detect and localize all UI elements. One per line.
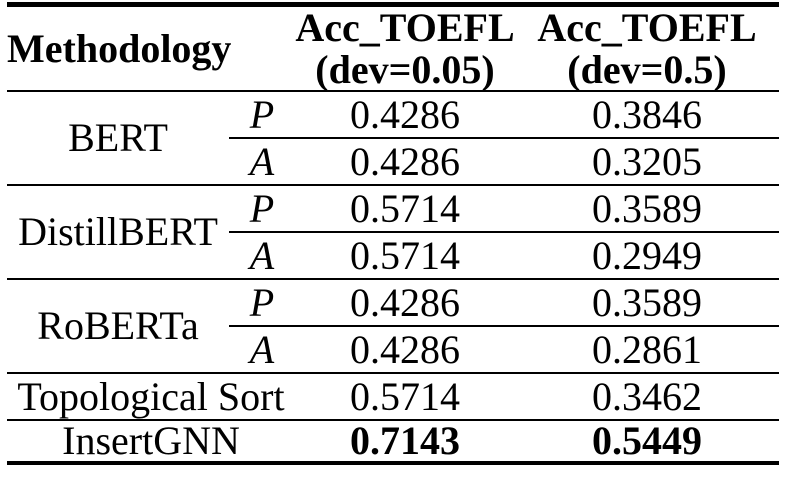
- header-acc-toefl-dev005: Acc_TOEFL (dev=0.05): [295, 4, 515, 93]
- header-acc-toefl-dev005-line1: Acc_TOEFL: [295, 5, 515, 50]
- table-row-roberta-a: A 0.4286 0.2861: [7, 326, 779, 375]
- value-distillbert-p-dev05: 0.3589: [515, 185, 779, 234]
- method-cell-roberta: RoBERTa: [7, 279, 229, 375]
- value-bert-p-dev05: 0.3846: [515, 91, 779, 140]
- value-bert-a-dev05: 0.3205: [515, 138, 779, 187]
- results-table: Methodology Acc_TOEFL (dev=0.05) Acc_TOE…: [7, 2, 779, 466]
- value-topological-sort-dev05: 0.3462: [515, 373, 779, 422]
- header-acc-toefl-dev05-line2: (dev=0.5): [567, 46, 727, 92]
- value-roberta-a-dev05: 0.2861: [515, 326, 779, 375]
- header-acc-toefl-dev05-line1: Acc_TOEFL: [537, 5, 757, 50]
- method-cell-distillbert: DistillBERT: [7, 185, 229, 281]
- header-row: Methodology Acc_TOEFL (dev=0.05) Acc_TOE…: [7, 4, 779, 93]
- value-insertgnn-dev05: 0.5449: [592, 418, 702, 464]
- sub-label-a: A: [229, 232, 295, 281]
- value-roberta-p-dev005: 0.4286: [295, 279, 515, 328]
- value-distillbert-a-dev005: 0.5714: [295, 232, 515, 281]
- sub-label-p: P: [229, 91, 295, 140]
- method-cell-insertgnn: InsertGNN: [62, 418, 240, 464]
- value-roberta-a-dev005: 0.4286: [295, 326, 515, 375]
- value-insertgnn-dev005: 0.7143: [350, 418, 460, 464]
- table-row-roberta-p: RoBERTa P 0.4286 0.3589: [7, 279, 779, 375]
- header-spacer-cell: [229, 4, 295, 93]
- table-row-distillbert-p: DistillBERT P 0.5714 0.3589: [7, 185, 779, 281]
- table-row-bert-p: BERT P 0.4286 0.3846: [7, 91, 779, 187]
- sub-label-a: A: [229, 326, 295, 375]
- method-cell-bert: BERT: [7, 91, 229, 187]
- value-distillbert-a-dev05: 0.2949: [515, 232, 779, 281]
- value-bert-a-dev005: 0.4286: [295, 138, 515, 187]
- value-roberta-p-dev05: 0.3589: [515, 279, 779, 328]
- value-topological-sort-dev005: 0.5714: [295, 373, 515, 422]
- method-cell-topological-sort: Topological Sort: [7, 373, 295, 422]
- table-row-insertgnn: InsertGNN 0.7143 0.5449: [7, 420, 779, 463]
- sub-label-p: P: [229, 185, 295, 234]
- header-methodology: Methodology: [7, 4, 231, 93]
- value-distillbert-p-dev005: 0.5714: [295, 185, 515, 234]
- table-row-bert-a: A 0.4286 0.3205: [7, 138, 779, 187]
- table-row-distillbert-a: A 0.5714 0.2949: [7, 232, 779, 281]
- header-acc-toefl-dev05: Acc_TOEFL (dev=0.5): [515, 4, 779, 93]
- sub-label-p: P: [229, 279, 295, 328]
- header-acc-toefl-dev005-line2: (dev=0.05): [315, 46, 495, 92]
- table-row-topological-sort: Topological Sort 0.5714 0.3462: [7, 373, 779, 422]
- sub-label-a: A: [229, 138, 295, 187]
- value-bert-p-dev005: 0.4286: [295, 91, 515, 140]
